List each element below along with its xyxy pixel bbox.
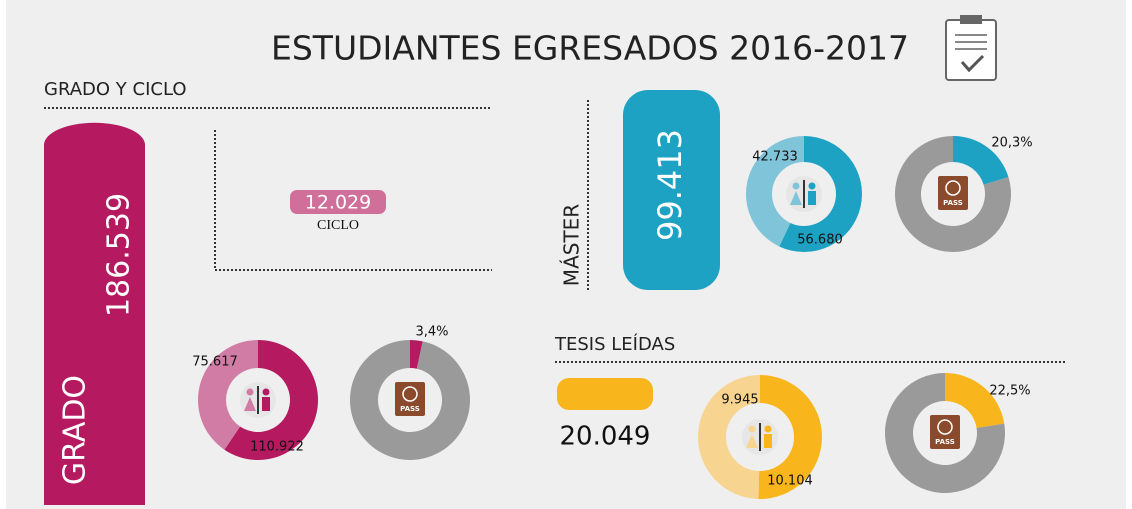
passport-icon bbox=[938, 176, 968, 210]
women-label: 9.945 bbox=[721, 393, 758, 408]
domestic-segment bbox=[350, 340, 471, 461]
grado-label: GRADO bbox=[58, 375, 93, 485]
men-label: 110.922 bbox=[250, 440, 304, 455]
woman-body bbox=[746, 434, 758, 448]
woman-body bbox=[790, 191, 802, 205]
man-body bbox=[262, 397, 270, 411]
passport-label: PASS bbox=[943, 199, 963, 207]
foreign-label: 22,5% bbox=[989, 384, 1030, 399]
men-segment bbox=[224, 340, 318, 460]
passport-icon bbox=[930, 415, 960, 449]
ciclo-total: 12.029 bbox=[305, 192, 371, 214]
foreign-segment bbox=[410, 340, 423, 369]
clipboard-icon bbox=[945, 15, 997, 81]
tesis-pill bbox=[557, 378, 653, 410]
ciclo-pill bbox=[290, 190, 386, 214]
woman-head bbox=[246, 388, 254, 396]
tesis-total: 20.049 bbox=[560, 422, 651, 452]
women-segment bbox=[197, 340, 258, 450]
man-body bbox=[808, 191, 816, 205]
section-title: GRADO Y CICLO bbox=[44, 79, 187, 100]
men-label: 10.104 bbox=[767, 474, 813, 489]
men-segment bbox=[779, 136, 862, 252]
master-label: MÁSTER bbox=[560, 204, 584, 286]
domestic-segment bbox=[885, 373, 1005, 493]
passport-globe bbox=[937, 419, 953, 435]
foreign-label: 3,4% bbox=[415, 325, 448, 340]
woman-head bbox=[792, 182, 800, 190]
man-head bbox=[808, 182, 816, 190]
passport-globe bbox=[402, 386, 418, 402]
passport-label: PASS bbox=[935, 438, 955, 446]
section-title: TESIS LEÍDAS bbox=[554, 333, 675, 355]
woman-head bbox=[748, 425, 756, 433]
master-total: 99.413 bbox=[651, 129, 689, 241]
foreign-segment bbox=[945, 373, 1005, 428]
foreign-label: 20,3% bbox=[991, 136, 1032, 151]
grado-total: 186.539 bbox=[102, 193, 137, 317]
man-head bbox=[764, 425, 772, 433]
grado-bar bbox=[44, 122, 145, 506]
master-pill bbox=[623, 90, 720, 290]
men-segment bbox=[758, 375, 823, 499]
passport-globe bbox=[945, 180, 961, 196]
woman-body bbox=[244, 397, 256, 411]
women-label: 42.733 bbox=[752, 150, 798, 165]
domestic-segment bbox=[895, 136, 1011, 252]
women-segment bbox=[746, 136, 804, 247]
men-label: 56.680 bbox=[797, 233, 843, 248]
man-head bbox=[262, 388, 270, 396]
title: ESTUDIANTES EGRESADOS 2016-2017 bbox=[271, 29, 909, 68]
women-label: 75.617 bbox=[192, 355, 238, 370]
foreign-segment bbox=[953, 136, 1009, 185]
passport-label: PASS bbox=[400, 405, 420, 413]
women-segment bbox=[698, 375, 760, 499]
passport-icon bbox=[395, 382, 425, 416]
ciclo-label: CICLO bbox=[317, 218, 359, 233]
man-body bbox=[764, 434, 772, 448]
